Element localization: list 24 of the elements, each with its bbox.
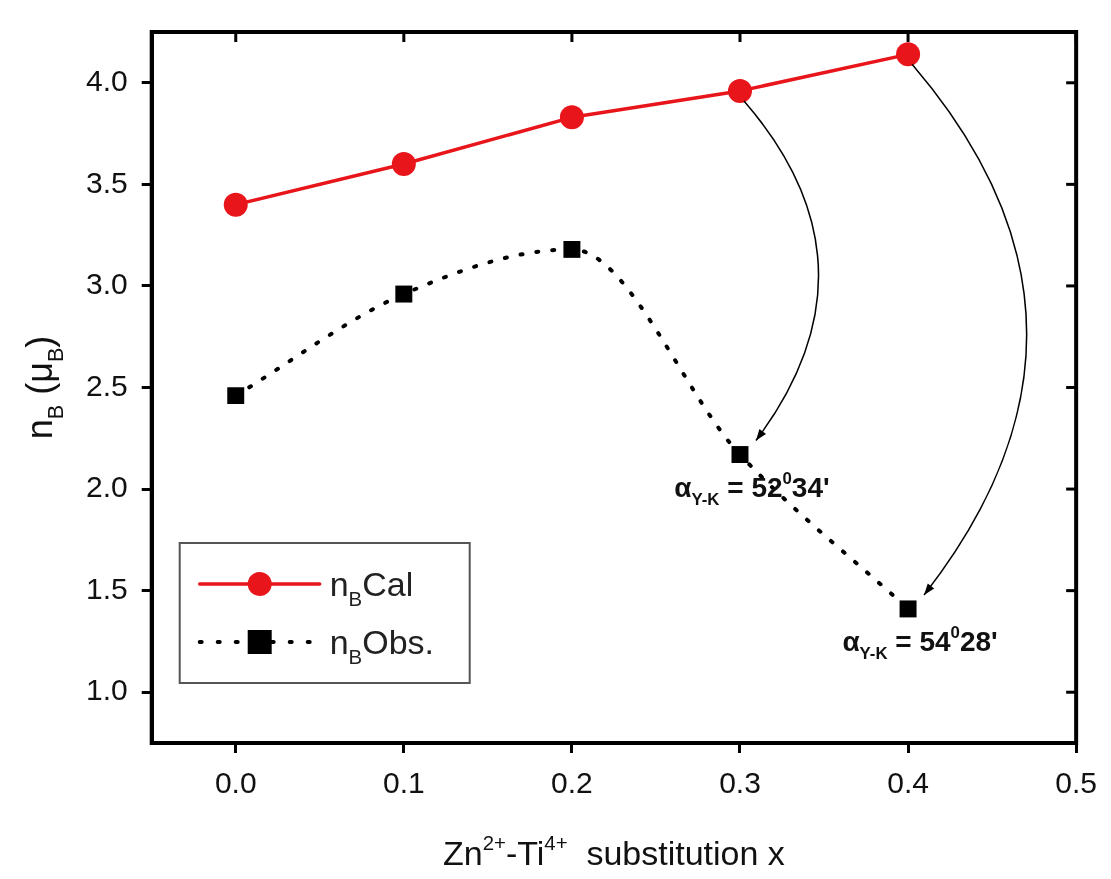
x-tick-label: 0.5 — [1055, 766, 1098, 800]
x-tick-label: 0.4 — [887, 766, 929, 800]
point — [227, 387, 245, 405]
point — [395, 285, 413, 303]
point — [559, 105, 584, 130]
point — [896, 42, 921, 67]
y-tick-label: 1.5 — [85, 571, 128, 605]
point — [731, 446, 749, 464]
x-tick-label: 0.3 — [719, 766, 761, 800]
point — [391, 152, 416, 177]
y-tick-label: 4.0 — [85, 64, 128, 98]
x-tick-label: 0.1 — [382, 766, 425, 800]
y-tick-label: 3.0 — [85, 267, 128, 301]
x-tick-label: 0.2 — [551, 766, 593, 800]
y-axis-title: nB (μB) — [19, 335, 68, 440]
y-tick-label: 2.5 — [85, 368, 128, 402]
point — [727, 78, 752, 103]
y-tick-label: 1.0 — [85, 673, 128, 707]
point — [223, 192, 248, 217]
point — [899, 600, 917, 618]
y-tick-label: 3.5 — [85, 165, 128, 199]
y-tick-label: 2.0 — [85, 470, 128, 504]
x-tick-label: 0.0 — [214, 766, 257, 800]
point — [563, 240, 581, 258]
